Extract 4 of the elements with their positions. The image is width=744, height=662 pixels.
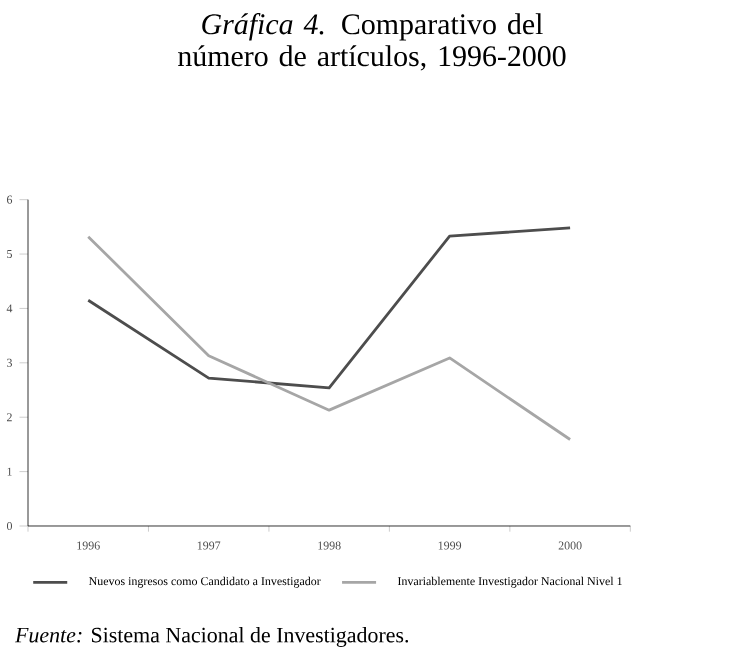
line-series bbox=[86, 235, 572, 441]
chart-title: Gráfica 4. Comparativo del número de artículos, 1996-2000 bbox=[178, 13, 566, 71]
line-series bbox=[86, 226, 572, 390]
text: Fuente: Sistema Nacional de Investigadores. bbox=[14, 627, 409, 647]
